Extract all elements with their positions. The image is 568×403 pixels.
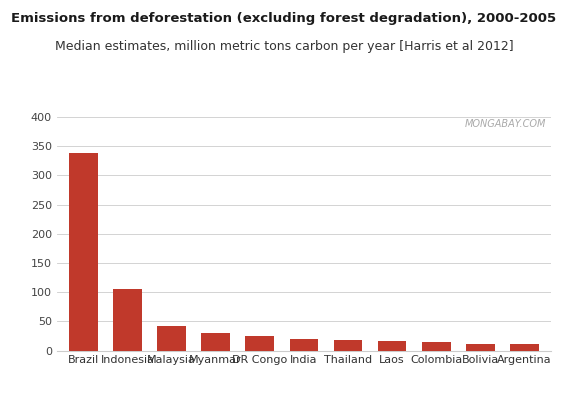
Bar [113, 289, 142, 351]
Text: MONGABAY.COM: MONGABAY.COM [465, 119, 546, 129]
Text: Median estimates, million metric tons carbon per year [Harris et al 2012]: Median estimates, million metric tons ca… [55, 40, 513, 53]
Bar [422, 342, 450, 351]
Bar [69, 153, 98, 351]
Bar [466, 344, 495, 351]
Bar [245, 336, 274, 351]
Bar [378, 341, 407, 351]
Bar [333, 340, 362, 351]
Bar [157, 326, 186, 351]
Bar [510, 344, 539, 351]
Bar [290, 339, 318, 351]
Text: Emissions from deforestation (excluding forest degradation), 2000-2005: Emissions from deforestation (excluding … [11, 12, 557, 25]
Bar [201, 333, 230, 351]
